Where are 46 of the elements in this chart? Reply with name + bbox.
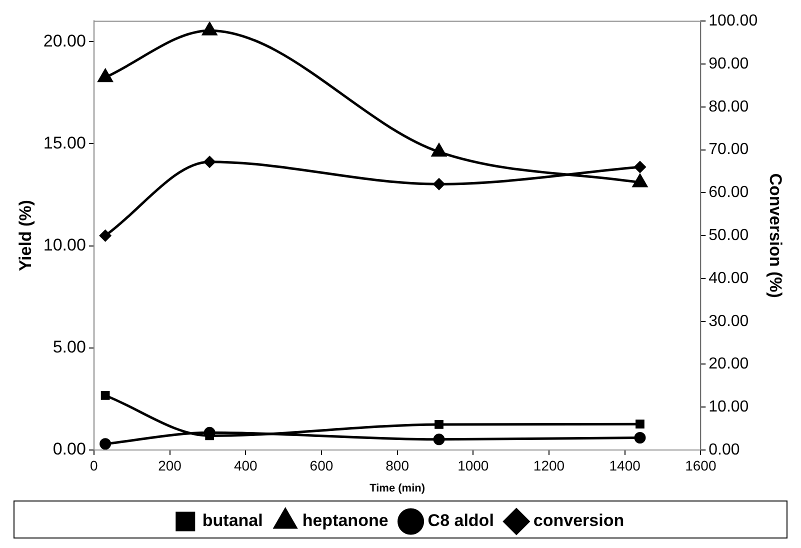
x-tick-label: 800 <box>386 457 410 474</box>
x-tick-label: 600 <box>310 457 334 474</box>
point <box>204 156 216 168</box>
point <box>434 420 444 429</box>
legend-label: heptanone <box>302 511 388 530</box>
x-axis-title: Time (min) <box>370 482 426 494</box>
y-tick-label: 15.00 <box>43 133 86 152</box>
y2-axis-title: Conversion (%) <box>766 173 786 298</box>
legend-label: butanal <box>202 511 263 530</box>
y-axis-title: Yield (%) <box>16 200 35 272</box>
point <box>634 432 646 444</box>
y-tick-label: 0.00 <box>52 440 86 459</box>
x-tick-label: 1200 <box>533 457 565 474</box>
y2-tick-label: 90.00 <box>708 55 749 72</box>
x-tick-label: 1600 <box>685 457 716 474</box>
legend-label: conversion <box>533 511 624 530</box>
y2-tick-label: 0.00 <box>708 441 740 458</box>
y2-tick-label: 10.00 <box>708 398 749 416</box>
point <box>100 438 112 450</box>
x-tick-label: 400 <box>234 457 258 474</box>
point <box>636 420 644 428</box>
legend-label: C8 aldol <box>428 511 494 530</box>
point <box>100 230 112 242</box>
x-tick-label: 1400 <box>609 457 641 474</box>
point <box>202 22 217 36</box>
x-tick-label: 1000 <box>458 457 489 474</box>
y-tick-label: 20.00 <box>43 31 86 50</box>
point <box>634 161 646 173</box>
point <box>433 178 445 190</box>
point <box>632 174 648 188</box>
x-tick-label: 200 <box>158 457 182 474</box>
y-tick-label: 5.00 <box>52 338 86 357</box>
point <box>433 434 445 446</box>
y2-tick-label: 80.00 <box>708 98 749 116</box>
y2-tick-label: 40.00 <box>708 270 749 287</box>
y2-tick-label: 100.00 <box>708 12 758 30</box>
y2-tick-label: 60.00 <box>708 184 749 202</box>
y2-tick-label: 30.00 <box>708 312 749 330</box>
y2-tick-label: 70.00 <box>708 141 749 158</box>
y2-tick-label: 50.00 <box>708 227 749 244</box>
x-tick-label: 0 <box>90 457 98 474</box>
point <box>432 144 446 157</box>
y2-tick-label: 20.00 <box>708 356 749 373</box>
point <box>98 69 113 82</box>
point <box>100 391 110 400</box>
y-tick-label: 10.00 <box>43 235 86 254</box>
